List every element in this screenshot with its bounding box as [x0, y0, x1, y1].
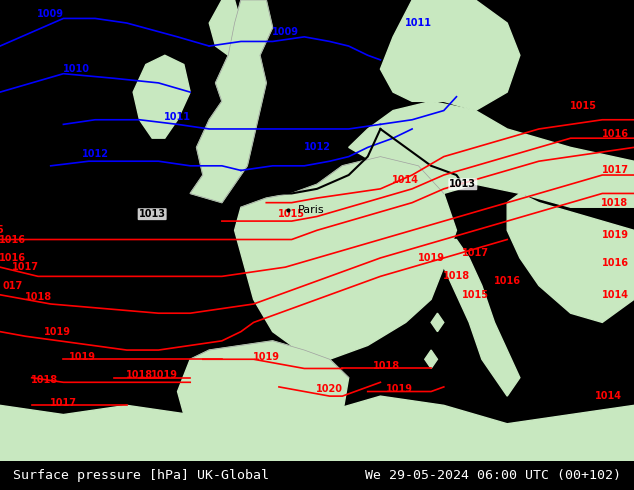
- Text: 5: 5: [0, 225, 3, 235]
- Text: 1018: 1018: [25, 292, 51, 302]
- Text: 1019: 1019: [253, 352, 280, 362]
- Polygon shape: [178, 341, 349, 461]
- Polygon shape: [133, 55, 190, 138]
- Text: 1014: 1014: [392, 174, 419, 185]
- Text: 1015: 1015: [570, 101, 597, 111]
- Polygon shape: [190, 0, 273, 203]
- Text: 1019: 1019: [418, 253, 444, 263]
- Text: 1016: 1016: [602, 128, 628, 139]
- Text: We 29-05-2024 06:00 UTC (00+102): We 29-05-2024 06:00 UTC (00+102): [365, 469, 621, 482]
- Text: Paris: Paris: [298, 204, 325, 215]
- Text: 1009: 1009: [37, 9, 64, 19]
- Text: 1010: 1010: [63, 64, 89, 74]
- Text: 1019: 1019: [69, 352, 96, 362]
- Text: 017: 017: [3, 281, 23, 291]
- Text: 1019: 1019: [386, 384, 413, 394]
- Text: 1017: 1017: [12, 262, 39, 272]
- Text: 1019: 1019: [44, 327, 70, 337]
- Text: 1016: 1016: [0, 253, 26, 263]
- Text: 1011: 1011: [405, 18, 432, 28]
- Text: 1019: 1019: [602, 230, 628, 240]
- Text: 1016: 1016: [0, 235, 26, 245]
- Text: 1013: 1013: [450, 179, 476, 189]
- Polygon shape: [0, 396, 634, 461]
- Polygon shape: [507, 194, 634, 322]
- Polygon shape: [425, 350, 437, 368]
- Text: 1011: 1011: [164, 112, 191, 122]
- Text: 1018: 1018: [602, 197, 628, 208]
- Text: 1012: 1012: [304, 143, 330, 152]
- Text: 1018: 1018: [31, 375, 58, 385]
- Text: 1017: 1017: [50, 398, 77, 408]
- Text: 1016: 1016: [602, 258, 628, 268]
- Text: 1018: 1018: [126, 370, 153, 380]
- Text: 1018: 1018: [373, 361, 400, 371]
- Text: 1014: 1014: [602, 290, 628, 300]
- Polygon shape: [444, 240, 520, 396]
- Polygon shape: [349, 101, 634, 207]
- Text: 1009: 1009: [272, 27, 299, 37]
- Text: 1015: 1015: [462, 290, 489, 300]
- Text: 1013: 1013: [139, 209, 165, 219]
- Text: 1019: 1019: [152, 370, 178, 380]
- Polygon shape: [380, 0, 520, 111]
- Text: 1017: 1017: [602, 166, 628, 175]
- Polygon shape: [235, 157, 456, 359]
- Text: Surface pressure [hPa] UK-Global: Surface pressure [hPa] UK-Global: [13, 469, 269, 482]
- Text: 1015: 1015: [278, 209, 305, 219]
- Text: 1014: 1014: [595, 391, 622, 401]
- Text: 1020: 1020: [316, 384, 343, 394]
- Text: 1017: 1017: [462, 248, 489, 258]
- Text: 1012: 1012: [82, 149, 108, 159]
- Text: 1018: 1018: [443, 271, 470, 281]
- Polygon shape: [431, 313, 444, 332]
- Polygon shape: [209, 0, 241, 55]
- Text: 1016: 1016: [494, 276, 521, 286]
